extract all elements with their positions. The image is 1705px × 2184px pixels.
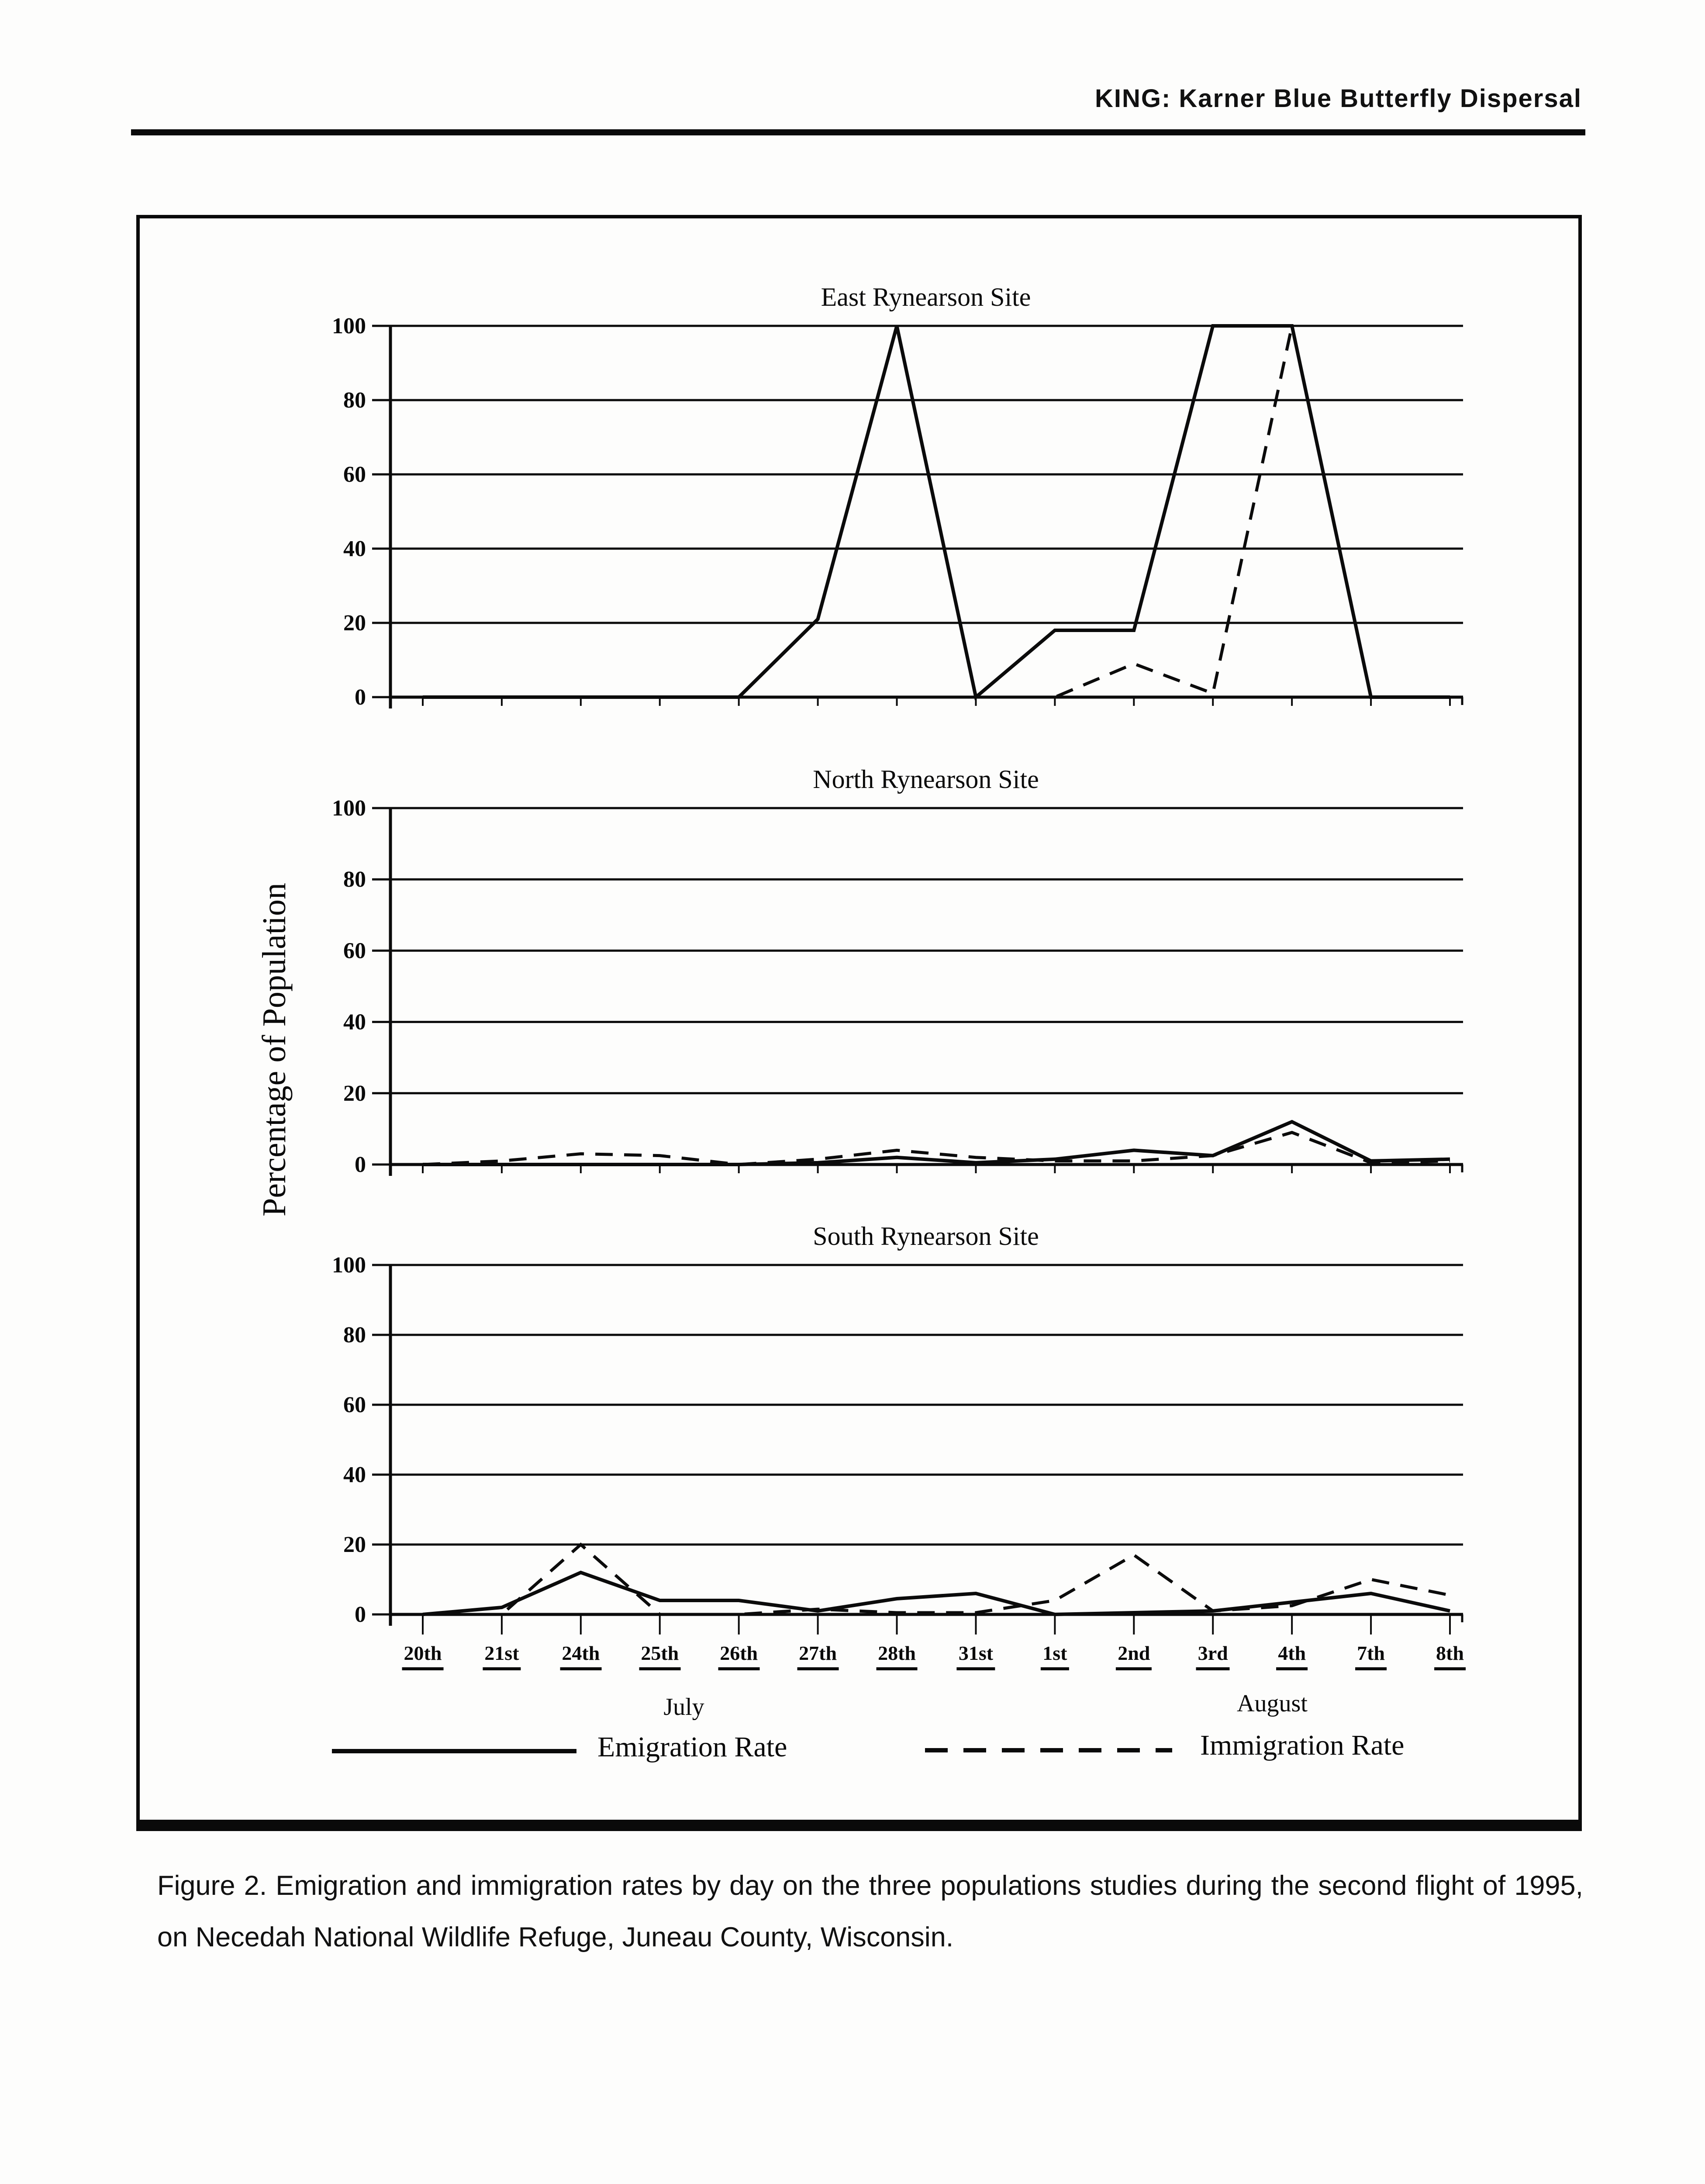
- chart-south-rynearson: South Rynearson Site 0 20 40 60 80 100: [332, 1222, 1463, 1635]
- chart-canvas-north: 0 20 40 60 80 100: [332, 796, 1463, 1177]
- y-tick-label-100: 100: [332, 796, 366, 821]
- y-tick-label-60: 60: [343, 462, 366, 487]
- series-emigration-east: [423, 324, 1450, 701]
- x-axis-label-26th: 26th: [718, 1641, 760, 1670]
- month-label-august: August: [1237, 1690, 1308, 1717]
- x-axis-label-8th: 8th: [1434, 1641, 1466, 1670]
- series-immigration-south: [423, 1542, 1450, 1616]
- chart-east-rynearson: East Rynearson Site 0 20 40 60 80 100: [332, 283, 1463, 710]
- chart-north-rynearson: North Rynearson Site 0 20 40 60 80 100: [332, 765, 1463, 1177]
- y-tick-label-20: 20: [343, 1081, 366, 1106]
- y-tick-label-60: 60: [343, 938, 366, 963]
- y-tick-label-0: 0: [355, 1602, 366, 1627]
- y-tick-label-80: 80: [343, 388, 366, 413]
- x-axis-label-20th: 20th: [402, 1641, 444, 1670]
- y-tick-label-100: 100: [332, 314, 366, 339]
- month-label-july: July: [663, 1693, 704, 1721]
- y-tick-label-80: 80: [343, 867, 366, 892]
- chart-title-east: East Rynearson Site: [821, 283, 1031, 311]
- y-tick-label-20: 20: [343, 611, 366, 636]
- chart-canvas-south: 0 20 40 60 80 100: [332, 1253, 1463, 1635]
- legend-dashed-line-sample: [925, 1748, 1172, 1752]
- x-axis-label-31st: 31st: [956, 1641, 995, 1670]
- x-axis-label-2nd: 2nd: [1116, 1641, 1152, 1670]
- chart-title-north: North Rynearson Site: [813, 765, 1039, 794]
- legend-solid-line-sample: [332, 1749, 576, 1753]
- x-axis-label-28th: 28th: [876, 1641, 918, 1670]
- y-tick-label-0: 0: [355, 685, 366, 710]
- figure-frame: [136, 215, 1582, 1831]
- x-axis-label-25th: 25th: [639, 1641, 681, 1670]
- x-axis-label-24th: 24th: [560, 1641, 602, 1670]
- legend-label-emigration: Emigration Rate: [597, 1731, 787, 1763]
- y-tick-label-40: 40: [343, 1462, 366, 1487]
- x-axis-label-3rd: 3rd: [1196, 1641, 1230, 1670]
- y-tick-label-60: 60: [343, 1393, 366, 1417]
- x-axis-date-labels: 20th 21st 24th 25th 26th 27th 28th 31st 1st 2nd 3r…: [389, 1641, 1466, 1690]
- series-immigration-east: [423, 325, 1294, 699]
- y-tick-label-100: 100: [332, 1253, 366, 1278]
- series-emigration-south: [422, 1570, 1450, 1617]
- y-tick-label-20: 20: [343, 1532, 366, 1557]
- y-tick-label-40: 40: [343, 536, 366, 561]
- chart-canvas-east: 0 20 40 60 80 100: [332, 314, 1463, 710]
- header-rule: [131, 129, 1585, 135]
- x-axis-label-7th: 7th: [1355, 1641, 1387, 1670]
- chart-title-south: South Rynearson Site: [813, 1222, 1039, 1251]
- figure-caption: Figure 2. Emigration and immigration rat…: [157, 1870, 1583, 1952]
- x-axis-label-27th: 27th: [797, 1641, 839, 1670]
- y-axis-label: Percentage of Population: [256, 883, 293, 1217]
- x-axis-label-21st: 21st: [483, 1641, 521, 1670]
- y-tick-label-0: 0: [355, 1152, 366, 1177]
- running-header-title: KING: Karner Blue Butterfly Dispersal: [1094, 84, 1582, 113]
- series-emigration-north: [423, 1120, 1450, 1166]
- y-tick-label-80: 80: [343, 1323, 366, 1348]
- legend-label-immigration: Immigration Rate: [1200, 1729, 1405, 1761]
- x-axis-label-4th: 4th: [1276, 1641, 1308, 1670]
- y-tick-label-40: 40: [343, 1010, 366, 1035]
- x-axis-label-1st: 1st: [1041, 1641, 1069, 1670]
